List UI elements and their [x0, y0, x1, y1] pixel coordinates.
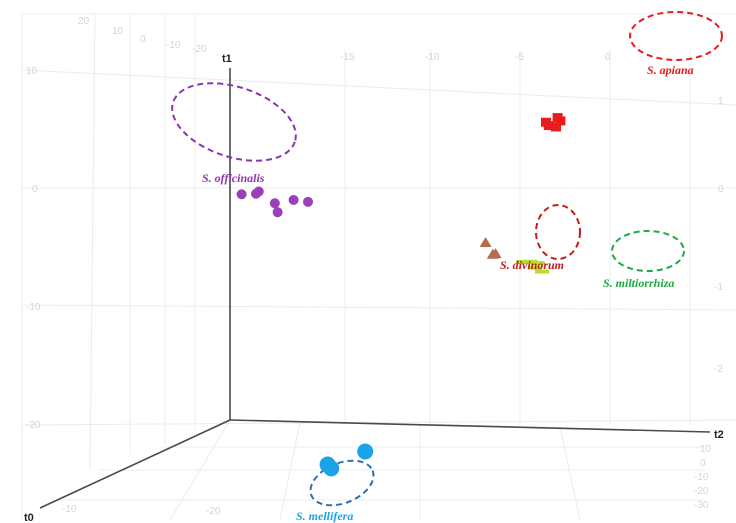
t0-axis-label: t0: [24, 512, 34, 523]
tick-label: -30: [694, 500, 709, 511]
cluster-ellipse-miltiorrhiza: [611, 230, 685, 272]
point-s-miltiorrhiza-0: [516, 260, 531, 264]
tick-label: 10: [112, 26, 124, 37]
grid: [21, 13, 736, 521]
tick-label: -10: [166, 40, 181, 51]
point-s-divinorum-2: [489, 248, 502, 259]
data-points: [236, 113, 566, 477]
cluster-ellipse-officinalis: [171, 82, 297, 162]
tick-label: -10: [62, 504, 77, 515]
cluster-ellipse-apiana: [629, 11, 723, 61]
tick-label: 20: [78, 16, 90, 27]
point-s-officinalis-2: [253, 186, 264, 197]
axes: [39, 68, 711, 509]
point-s-mellifera-2: [323, 460, 340, 477]
point-s-miltiorrhiza-4: [535, 269, 549, 274]
tick-label: -5: [515, 52, 524, 63]
tick-label: -2: [714, 364, 723, 375]
tick-label: -1: [714, 282, 723, 293]
point-s-officinalis-6: [272, 207, 283, 218]
point-s-miltiorrhiza-2: [530, 261, 545, 266]
t2-axis-label: t2: [714, 429, 724, 441]
tick-labels: 10 0 -10 -20 20 10 0 -10 -20 -15 -10 -5 …: [26, 16, 724, 517]
cluster-outlines: [171, 11, 723, 507]
tick-label: 10: [26, 66, 38, 77]
tick-label: -15: [340, 52, 355, 63]
point-s-apiana-3: [551, 122, 561, 132]
t2-axis-line: [229, 419, 711, 433]
tick-label: 0: [32, 184, 38, 195]
t1-axis-label: t1: [222, 53, 232, 65]
series-label-divinorum: S. divinorum: [500, 258, 564, 272]
point-s-officinalis-5: [303, 196, 313, 207]
tick-label: 10: [700, 444, 712, 455]
tick-label: -20: [26, 420, 41, 431]
series-label-officinalis: S. officinalis: [202, 171, 265, 185]
cluster-ellipse-divinorum: [535, 204, 581, 260]
tick-label: -20: [192, 44, 207, 55]
point-s-officinalis-3: [269, 198, 280, 209]
tick-label: -20: [694, 486, 709, 497]
point-s-miltiorrhiza-1: [523, 259, 538, 264]
tick-label: -10: [26, 302, 41, 313]
series-label-miltiorrhiza: S. miltiorrhiza: [603, 276, 674, 290]
point-s-apiana-2: [555, 116, 566, 126]
point-s-apiana-4: [543, 121, 554, 131]
tick-label: -10: [425, 52, 440, 63]
t0-axis-line: [39, 419, 231, 509]
tick-label: -10: [694, 472, 709, 483]
series-label-apiana: S. apiana: [647, 63, 694, 77]
tick-label: 0: [718, 184, 724, 195]
tick-label: 0: [700, 458, 706, 469]
cluster-ellipse-mellifera: [309, 459, 375, 507]
series-label-mellifera: S. mellifera: [296, 509, 353, 523]
tick-label: 0: [605, 52, 611, 63]
point-s-divinorum-0: [479, 237, 492, 247]
tick-label: 1: [718, 96, 724, 107]
point-s-mellifera-0: [357, 443, 374, 460]
point-s-officinalis-4: [288, 194, 299, 205]
tick-label: 0: [140, 34, 146, 45]
point-s-officinalis-0: [236, 189, 247, 200]
tick-label: -20: [206, 506, 221, 517]
point-s-miltiorrhiza-3: [527, 265, 542, 270]
